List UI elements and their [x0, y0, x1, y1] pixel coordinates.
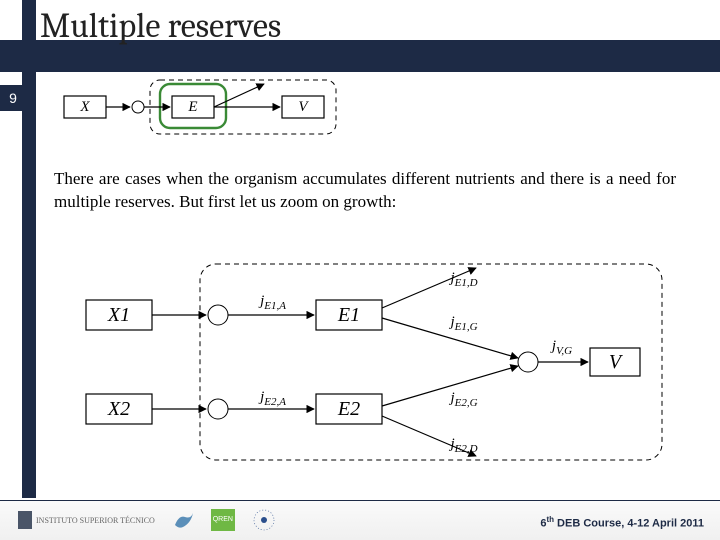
qren-logo: QREN [211, 509, 235, 531]
svg-text:X2: X2 [107, 398, 130, 420]
box-E: E [172, 96, 214, 118]
body-text: There are cases when the organism accumu… [54, 168, 676, 214]
svg-text:E1: E1 [337, 304, 360, 326]
box-E2: E2 [316, 394, 382, 424]
bird-logo-icon [171, 509, 195, 531]
box-E1: E1 [316, 300, 382, 330]
label-jE2G: jE2,G [448, 390, 477, 409]
label-jE2D: jE2,D [448, 436, 477, 455]
svg-text:E: E [187, 99, 197, 115]
box-X1: X1 [86, 300, 152, 330]
eu-star-logo-icon [251, 507, 277, 533]
page-title: Multiple reserves [40, 6, 281, 46]
footer-course-label: 6th DEB Course, 4-12 April 2011 [540, 515, 704, 530]
box-V: V [590, 348, 640, 376]
label-jE1A: jE1,A [258, 293, 286, 312]
label-jE1G: jE1,G [448, 314, 477, 333]
svg-text:E2: E2 [337, 398, 360, 420]
ist-logo: INSTITUTO SUPERIOR TÉCNICO [18, 511, 155, 529]
label-jE1D: jE1,D [448, 270, 477, 289]
growth-node [518, 352, 538, 372]
header: Multiple reserves [0, 0, 720, 72]
footer: INSTITUTO SUPERIOR TÉCNICO QREN 6th DEB … [0, 500, 720, 540]
vertical-rule [22, 0, 36, 498]
edge-E-up [214, 84, 264, 107]
small-diagram: X E V [54, 78, 344, 140]
page-number-badge: 9 [0, 85, 26, 111]
svg-text:X1: X1 [107, 304, 130, 326]
footer-logos: INSTITUTO SUPERIOR TÉCNICO QREN [18, 507, 277, 533]
box-X2: X2 [86, 394, 152, 424]
label-jE2A: jE2,A [258, 389, 286, 408]
svg-text:X: X [79, 99, 90, 115]
big-diagram: X1 X2 E1 E2 V jE1,A jE2,A jE1,D jE2,D jE… [60, 258, 670, 468]
assim-node-small [132, 101, 144, 113]
label-jVG: jV,G [550, 338, 572, 357]
ist-text: INSTITUTO SUPERIOR TÉCNICO [36, 516, 155, 525]
ist-mark-icon [18, 511, 32, 529]
assim-node-2 [208, 399, 228, 419]
box-X: X [64, 96, 106, 118]
box-V: V [282, 96, 324, 118]
assim-node-1 [208, 305, 228, 325]
